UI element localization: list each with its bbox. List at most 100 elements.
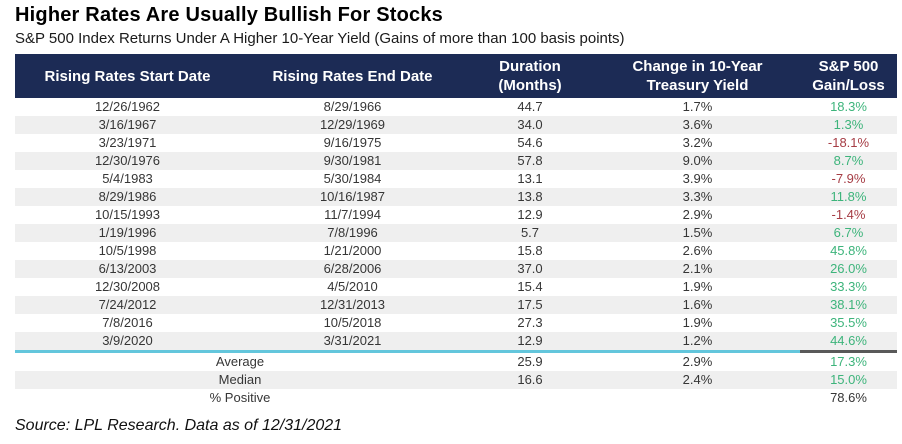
end-date-cell: 10/5/2018: [323, 315, 382, 330]
table-row: 12/30/1976 9/30/1981 57.8 9.0% 8.7%: [15, 152, 897, 170]
summary-row: % Positive 78.6%: [15, 389, 897, 407]
end-date-cell: 1/21/2000: [323, 243, 382, 258]
rates-table: Rising Rates Start Date Rising Rates End…: [15, 54, 897, 407]
end-date-cell: 6/28/2006: [240, 260, 465, 278]
yield-change-cell: 2.6%: [682, 243, 713, 258]
yield-change-cell: 2.9%: [595, 350, 800, 371]
gain-loss-cell: -1.4%: [831, 207, 866, 222]
yield-change-cell: 1.5%: [595, 224, 800, 242]
gain-loss-cell: 33.3%: [830, 279, 867, 294]
duration-cell: 13.1: [517, 171, 543, 186]
start-date-cell: 3/16/1967: [15, 116, 240, 134]
end-date-cell: 5/30/1984: [323, 171, 382, 186]
start-date-cell: 6/13/2003: [15, 260, 240, 278]
end-date-cell: 11/7/1994: [324, 207, 381, 222]
start-date-cell: 8/29/1986: [15, 188, 240, 206]
end-date-cell: 3/31/2021: [240, 332, 465, 352]
gain-loss-cell: 8.7%: [800, 152, 897, 170]
table-row: 10/5/1998 1/21/2000 15.8 2.6% 45.8%: [15, 242, 897, 260]
gain-loss-cell: 38.1%: [800, 296, 897, 314]
table-row: 3/16/1967 12/29/1969 34.0 3.6% 1.3%: [15, 116, 897, 134]
duration-cell: 15.8: [517, 243, 543, 258]
start-date-cell: 7/24/2012: [15, 296, 240, 314]
summary-row: Average 25.9 2.9% 17.3%: [15, 350, 897, 371]
end-date-cell: 12/31/2013: [240, 296, 465, 314]
start-date-cell: 3/23/1971: [98, 135, 157, 150]
summary-row: Median 16.6 2.4% 15.0%: [15, 371, 897, 389]
table-row: 1/19/1996 7/8/1996 5.7 1.5% 6.7%: [15, 224, 897, 242]
start-date-cell: 1/19/1996: [15, 224, 240, 242]
yield-change-cell: 1.7%: [682, 99, 713, 114]
duration-cell: 12.9: [517, 207, 543, 222]
table-row: 7/8/2016 10/5/2018 27.3 1.9% 35.5%: [15, 314, 897, 332]
source-note: Source: LPL Research. Data as of 12/31/2…: [15, 417, 343, 434]
start-date-cell: 5/4/1983: [102, 171, 153, 186]
start-date-cell: 12/26/1962: [94, 99, 161, 114]
gain-loss-cell: 15.0%: [800, 371, 897, 389]
table-row: 10/15/1993 11/7/1994 12.9 2.9% -1.4%: [15, 206, 897, 224]
duration-cell: 13.8: [465, 188, 595, 206]
duration-cell: [465, 389, 595, 407]
duration-cell: 44.7: [517, 99, 543, 114]
table-summary: Average 25.9 2.9% 17.3% Median 16.6 2.4% 15.0%%…: [15, 350, 897, 408]
yield-change-cell: 2.1%: [595, 260, 800, 278]
col-header-gain-loss: S&P 500 Gain/Loss: [800, 54, 897, 98]
end-date-cell: 12/29/1969: [240, 116, 465, 134]
yield-change-cell: 3.2%: [682, 135, 713, 150]
table-row: 3/23/1971 9/16/1975 54.6 3.2% -18.1%: [15, 134, 897, 152]
yield-change-cell: 2.9%: [682, 207, 713, 222]
header-row: Rising Rates Start Date Rising Rates End…: [15, 54, 897, 98]
duration-cell: 37.0: [465, 260, 595, 278]
gain-loss-cell: 44.6%: [800, 332, 897, 352]
end-date-cell: 9/30/1981: [240, 152, 465, 170]
duration-cell: 12.9: [465, 332, 595, 352]
table-row: 7/24/2012 12/31/2013 17.5 1.6% 38.1%: [15, 296, 897, 314]
gain-loss-cell: 11.8%: [800, 188, 897, 206]
yield-change-cell: 3.6%: [595, 116, 800, 134]
start-date-cell: 10/15/1993: [94, 207, 161, 222]
table-row: 3/9/2020 3/31/2021 12.9 1.2% 44.6%: [15, 332, 897, 352]
table-row: 5/4/1983 5/30/1984 13.1 3.9% -7.9%: [15, 170, 897, 188]
table-row: 12/26/1962 8/29/1966 44.7 1.7% 18.3%: [15, 98, 897, 116]
duration-cell: 25.9: [465, 350, 595, 371]
gain-loss-cell: 1.3%: [800, 116, 897, 134]
yield-change-cell: 1.6%: [595, 296, 800, 314]
gain-loss-cell: 45.8%: [830, 243, 867, 258]
duration-cell: 54.6: [517, 135, 543, 150]
table-body: 12/26/1962 8/29/1966 44.7 1.7% 18.3% 3/16/196…: [15, 98, 897, 352]
yield-change-cell: [595, 389, 800, 407]
start-date-cell: 7/8/2016: [102, 315, 153, 330]
end-date-cell: 9/16/1975: [323, 135, 382, 150]
gain-loss-cell: 35.5%: [830, 315, 867, 330]
col-header-end-date: Rising Rates End Date: [240, 54, 465, 98]
duration-cell: 57.8: [465, 152, 595, 170]
gain-loss-cell: 26.0%: [800, 260, 897, 278]
col-header-start-date: Rising Rates Start Date: [15, 54, 240, 98]
chart-subtitle: S&P 500 Index Returns Under A Higher 10-…: [15, 30, 625, 47]
summary-label-cell: Average: [15, 350, 465, 371]
gain-loss-cell: 6.7%: [800, 224, 897, 242]
yield-change-cell: 3.3%: [595, 188, 800, 206]
end-date-cell: 8/29/1966: [323, 99, 382, 114]
page: Higher Rates Are Usually Bullish For Sto…: [15, 4, 897, 434]
table-row: 12/30/2008 4/5/2010 15.4 1.9% 33.3%: [15, 278, 897, 296]
duration-cell: 17.5: [465, 296, 595, 314]
table-row: 6/13/2003 6/28/2006 37.0 2.1% 26.0%: [15, 260, 897, 278]
gain-loss-cell: 17.3%: [800, 350, 897, 371]
end-date-cell: 10/16/1987: [240, 188, 465, 206]
start-date-cell: 12/30/1976: [15, 152, 240, 170]
end-date-cell: 4/5/2010: [327, 279, 378, 294]
gain-loss-cell: 18.3%: [830, 99, 867, 114]
summary-label-cell: Median: [15, 371, 465, 389]
duration-cell: 15.4: [517, 279, 543, 294]
gain-loss-cell: 78.6%: [830, 390, 867, 405]
table-row: 8/29/1986 10/16/1987 13.8 3.3% 11.8%: [15, 188, 897, 206]
duration-cell: 27.3: [517, 315, 543, 330]
yield-change-cell: 2.4%: [595, 371, 800, 389]
duration-cell: 16.6: [465, 371, 595, 389]
duration-cell: 34.0: [465, 116, 595, 134]
yield-change-cell: 3.9%: [682, 171, 713, 186]
gain-loss-cell: -18.1%: [827, 135, 870, 150]
col-header-yield-change: Change in 10-Year Treasury Yield: [595, 54, 800, 98]
start-date-cell: 10/5/1998: [98, 243, 157, 258]
